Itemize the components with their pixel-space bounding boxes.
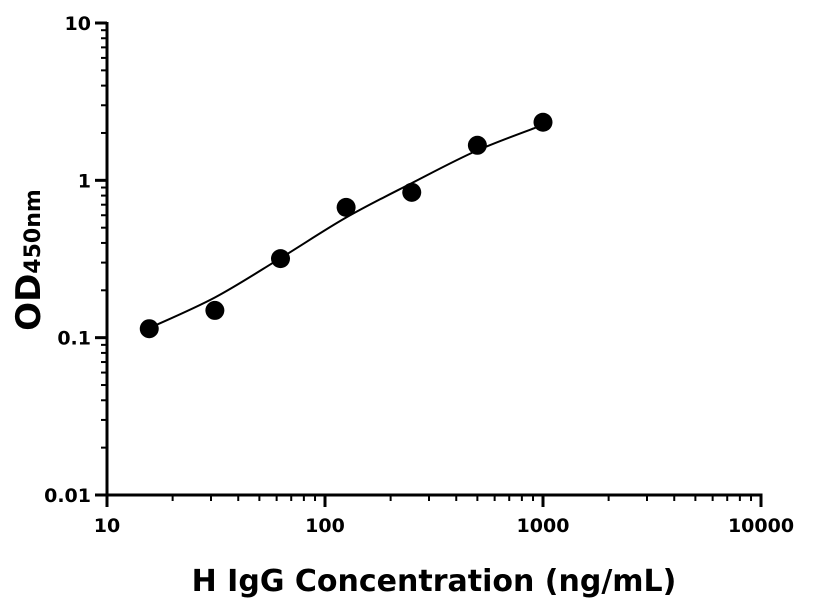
- x-tick-label: 100: [305, 515, 345, 537]
- x-tick-label: 1000: [517, 515, 570, 537]
- y-tick-label: 0.01: [44, 485, 91, 507]
- fit-curve: [148, 123, 544, 330]
- y-tick-label: 0.1: [57, 328, 91, 350]
- x-tick-label: 10: [94, 515, 120, 537]
- data-point: [205, 300, 225, 320]
- data-point: [402, 182, 422, 202]
- y-tick-label: 10: [65, 13, 91, 35]
- data-points: [139, 112, 553, 339]
- data-point: [139, 319, 159, 339]
- data-point: [467, 135, 487, 155]
- data-point: [271, 249, 291, 269]
- y-axis-label-main: OD: [9, 274, 49, 331]
- x-tick-label: 10000: [728, 515, 794, 537]
- x-axis-label: H IgG Concentration (ng/mL): [192, 564, 677, 599]
- y-axis-label: OD450nm: [9, 189, 49, 331]
- data-point: [336, 197, 356, 217]
- data-point: [533, 112, 553, 132]
- y-axis-label-sub: 450nm: [21, 189, 46, 274]
- y-tick-label: 1: [78, 170, 91, 192]
- axes: 10 100 1000 10000 0.01 0.1 1 10: [44, 13, 794, 537]
